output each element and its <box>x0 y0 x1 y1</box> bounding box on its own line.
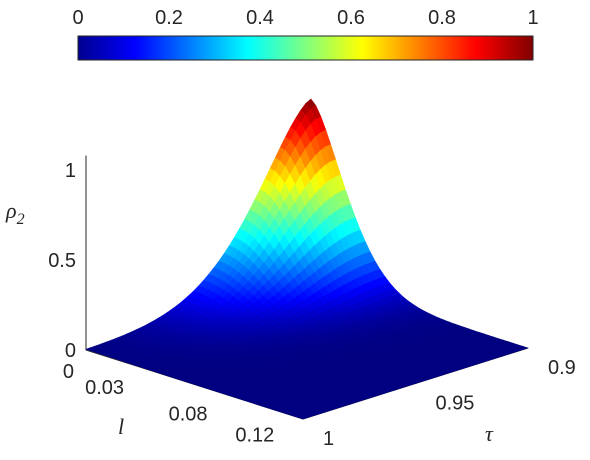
l-tick-label: 0.12 <box>235 425 274 447</box>
tick-labels: 0 0.5 1 0 0.03 0.08 0.12 0.9 0.95 1 <box>48 160 576 450</box>
colorbar-tick-label: 1 <box>527 7 538 29</box>
z-tick-label: 0.5 <box>48 250 76 272</box>
zlabel: ρ2 <box>5 198 25 228</box>
l-tick-label: 0.08 <box>169 403 208 425</box>
tau-tick-label: 0.95 <box>436 393 475 415</box>
colorbar-tick-label: 0.8 <box>428 7 456 29</box>
tau-tick-label: 1 <box>323 428 334 450</box>
l-tick-label: 0.03 <box>85 377 124 399</box>
surface-patch <box>297 415 310 420</box>
surface-plot <box>85 98 529 420</box>
zlabel-symbol: ρ <box>5 198 17 223</box>
z-tick-label: 1 <box>65 160 76 182</box>
colorbar: 0 0.2 0.4 0.6 0.8 1 <box>72 7 539 61</box>
colorbar-tick-label: 0.6 <box>337 7 365 29</box>
colorbar-tick-label: 0.2 <box>155 7 183 29</box>
colorbar-tick-label: 0.4 <box>246 7 274 29</box>
zlabel-subscript: 2 <box>17 211 25 228</box>
xlabel-l: l <box>118 414 124 439</box>
tau-tick-label: 0.9 <box>548 357 576 379</box>
colorbar-gradient <box>77 35 534 61</box>
colorbar-tick-label: 0 <box>72 7 83 29</box>
z-tick-label: 0 <box>65 340 76 362</box>
colorbar-ticks: 0 0.2 0.4 0.6 0.8 1 <box>72 7 538 29</box>
ylabel-tau: τ <box>485 421 494 446</box>
axis-labels: ρ2 l τ <box>5 198 494 446</box>
l-tick-label: 0 <box>63 361 74 383</box>
